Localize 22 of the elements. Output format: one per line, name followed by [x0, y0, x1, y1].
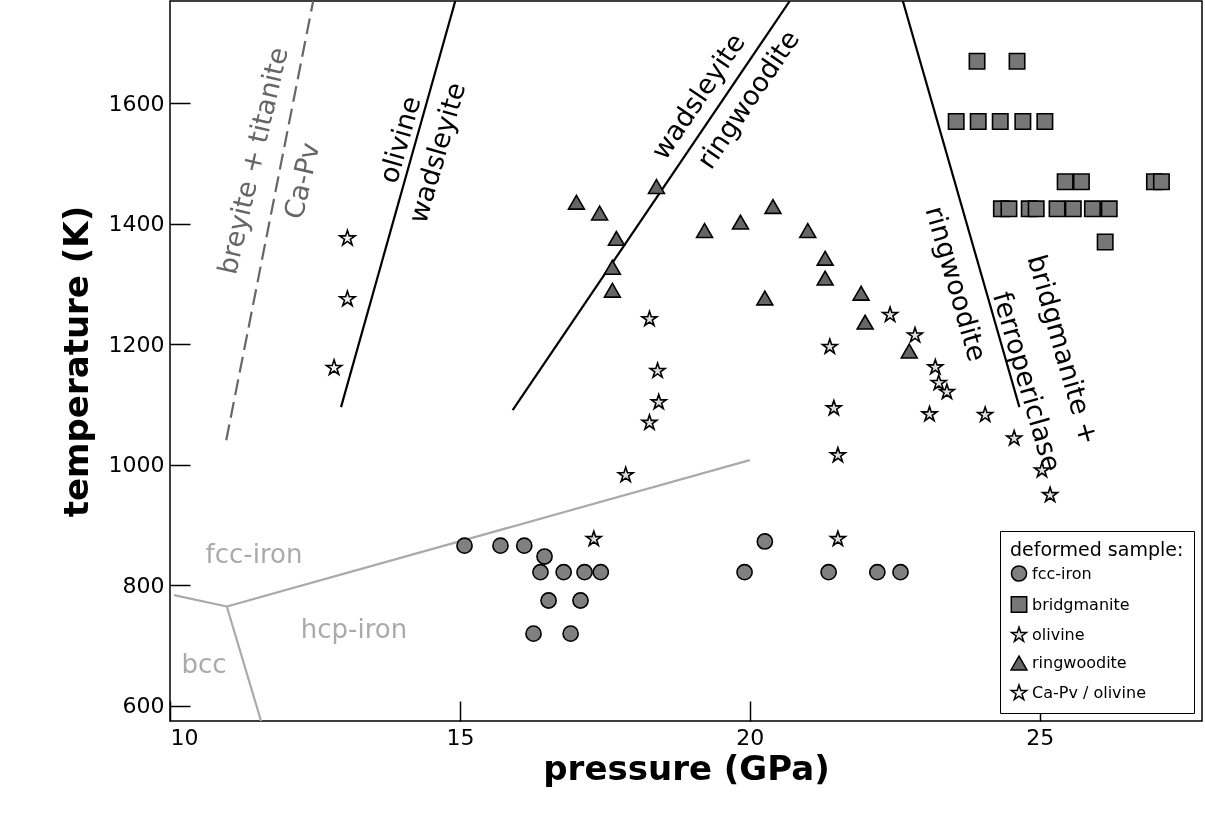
- legend-title: deformed sample:: [1010, 538, 1184, 560]
- legend-label: fcc-iron: [1032, 563, 1092, 583]
- x-axis-title: pressure (GPa): [543, 747, 830, 788]
- annotation: fcc-iron: [205, 539, 303, 569]
- annotation: hcp-iron: [300, 614, 408, 644]
- annotation: bcc: [181, 649, 227, 679]
- y-tick-label: 800: [122, 572, 165, 598]
- y-tick-label: 1000: [108, 452, 165, 478]
- legend-label: Ca-Pv / olivine: [1032, 683, 1147, 702]
- x-tick-label: 10: [170, 724, 199, 750]
- x-tick-label: 15: [446, 724, 475, 750]
- y-tick-label: 1600: [108, 90, 165, 116]
- annotation: Ca-Pv: [277, 139, 326, 222]
- legend-label: olivine: [1032, 625, 1085, 644]
- y-axis-title: temperature (K): [55, 205, 96, 518]
- legend-label: bridgmanite: [1032, 594, 1130, 614]
- legend-label: ringwoodite: [1032, 653, 1127, 672]
- y-tick-label: 1200: [108, 331, 165, 357]
- y-tick-label: 600: [122, 693, 165, 719]
- x-tick-label: 25: [1026, 724, 1055, 750]
- y-tick-label: 1400: [108, 211, 165, 237]
- x-tick-label: 20: [736, 724, 765, 750]
